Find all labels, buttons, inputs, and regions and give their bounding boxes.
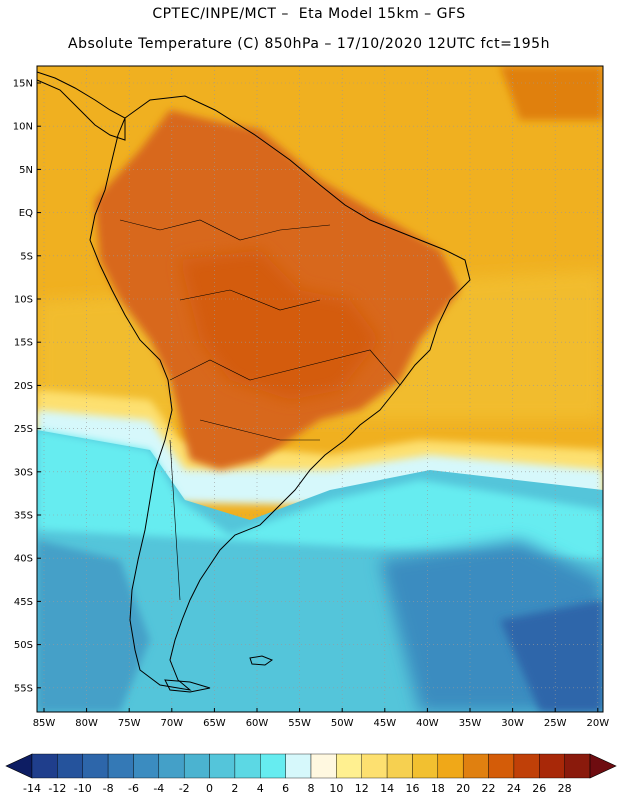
- colorbar-over-arrow: [589, 753, 617, 779]
- lat-label: 10S: [14, 295, 33, 306]
- colorbar-swatch: [488, 753, 515, 779]
- temperature-field: [37, 66, 603, 712]
- colorbar-label: 22: [482, 782, 496, 795]
- colorbar-swatch: [437, 753, 464, 779]
- lat-label: 40S: [14, 554, 33, 565]
- country-borders: [119, 219, 401, 601]
- lon-label: 20W: [586, 718, 609, 729]
- colorbar-label: 28: [558, 782, 572, 795]
- colorbar-label: 4: [257, 782, 264, 795]
- lat-label: 20S: [14, 381, 33, 392]
- colorbar-label: -6: [128, 782, 139, 795]
- colorbar-label: -4: [153, 782, 164, 795]
- colorbar-label: 8: [308, 782, 315, 795]
- colorbar-under-arrow: [5, 753, 33, 779]
- lat-label: 15N: [13, 79, 33, 90]
- colorbar-swatch: [361, 753, 388, 779]
- colorbar-label: 10: [329, 782, 343, 795]
- colorbar: -14 -12 -10 -8 -6 -4 -2 0 2 4 6 8 10 12 14 16 18 20 22 24 26…: [5, 753, 617, 795]
- colorbar-label: 24: [507, 782, 521, 795]
- deep-cold-southwest: [37, 540, 150, 712]
- lat-label: 5N: [19, 165, 33, 176]
- lon-label: 85W: [33, 718, 56, 729]
- lat-label: 45S: [14, 597, 33, 608]
- longitude-labels: 85W 80W 75W 70W 65W 60W 55W 50W 45W 40W 35W 30W 25W 2…: [33, 708, 609, 729]
- central-america-coast: [36, 71, 126, 141]
- lon-label: 30W: [501, 718, 524, 729]
- colorbar-swatch: [285, 753, 312, 779]
- colorbar-label: 12: [355, 782, 369, 795]
- border-2: [119, 219, 331, 241]
- lat-label: 5S: [20, 251, 33, 262]
- colorbar-swatch: [336, 753, 362, 779]
- colorbar-swatch: [234, 753, 261, 779]
- lon-label: 60W: [246, 718, 269, 729]
- lon-label: 75W: [118, 718, 141, 729]
- colorbar-label: -10: [74, 782, 92, 795]
- falklands: [249, 655, 274, 666]
- lon-label: 65W: [203, 718, 226, 729]
- lon-label: 70W: [160, 718, 183, 729]
- latitude-labels: 15N 10N 5N EQ 5S 10S 15S 20S 25S 30S 35S 40S 45S 50S 5…: [13, 79, 41, 694]
- lat-label: 15S: [14, 338, 33, 349]
- lat-label: 55S: [14, 683, 33, 694]
- lat-label: 10N: [13, 122, 33, 133]
- lat-label: 25S: [14, 424, 33, 435]
- colorbar-swatch: [57, 753, 83, 779]
- colorbar-swatch: [260, 753, 286, 779]
- lon-label: 80W: [75, 718, 98, 729]
- colorbar-swatch: [133, 753, 160, 779]
- colorbar-label: -14: [23, 782, 41, 795]
- colorbar-swatch: [158, 753, 185, 779]
- border-3: [179, 289, 321, 311]
- colorbar-label: 6: [282, 782, 289, 795]
- colorbar-label: 16: [405, 782, 419, 795]
- lon-label: 40W: [416, 718, 439, 729]
- colorbar-swatch: [183, 753, 210, 779]
- lat-label: EQ: [19, 208, 33, 219]
- lon-label: 55W: [288, 718, 311, 729]
- colorbar-swatch: [564, 753, 591, 779]
- title-line-2: Absolute Temperature (C) 850hPa – 17/10/…: [68, 36, 550, 52]
- colorbar-swatch: [31, 753, 58, 779]
- lon-label: 50W: [331, 718, 354, 729]
- deepest-cold-southeast: [500, 600, 603, 712]
- lat-label: 35S: [14, 511, 33, 522]
- south-america-coast: [89, 95, 471, 691]
- colorbar-label: 18: [431, 782, 445, 795]
- colorbar-swatch: [539, 753, 565, 779]
- tierra-del-fuego: [164, 679, 211, 693]
- border-5: [169, 439, 181, 601]
- colorbar-label: -2: [179, 782, 190, 795]
- colorbar-label: -8: [103, 782, 114, 795]
- colorbar-swatch: [412, 753, 439, 779]
- title-line-1: CPTEC/INPE/MCT – Eta Model 15km – GFS: [152, 6, 466, 22]
- lon-label: 45W: [373, 718, 396, 729]
- colorbar-swatch: [209, 753, 236, 779]
- cold-front-cyan: [37, 430, 603, 560]
- colorbar-label: 26: [532, 782, 546, 795]
- colorbar-label: 0: [206, 782, 213, 795]
- colorbar-swatch: [107, 753, 134, 779]
- colorbar-label: -12: [48, 782, 66, 795]
- colorbar-swatch: [386, 753, 413, 779]
- colorbar-swatch: [310, 753, 337, 779]
- hottest-interior-region: [180, 250, 380, 400]
- colorbar-label: 20: [456, 782, 470, 795]
- lat-label: 30S: [14, 467, 33, 478]
- colorbar-label: 14: [380, 782, 394, 795]
- colorbar-label: 2: [231, 782, 238, 795]
- lon-label: 35W: [459, 718, 482, 729]
- colorbar-swatch: [82, 753, 109, 779]
- colorbar-swatch: [462, 753, 489, 779]
- coastlines: [36, 71, 471, 693]
- lat-label: 50S: [14, 640, 33, 651]
- hot-northeast-atlantic: [500, 66, 603, 120]
- map-frame: [36, 65, 604, 713]
- border-4: [199, 419, 320, 441]
- colorbar-swatch: [513, 753, 540, 779]
- lon-label: 25W: [544, 718, 567, 729]
- border-1: [169, 349, 401, 386]
